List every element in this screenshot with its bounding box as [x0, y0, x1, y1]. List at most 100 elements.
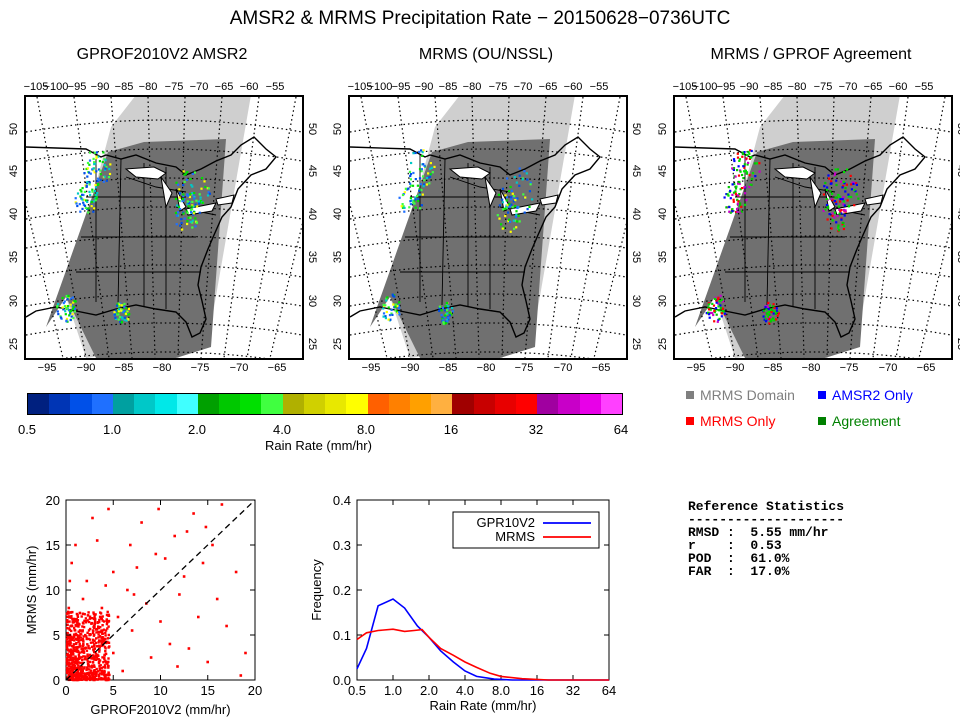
precip-pixel — [736, 156, 740, 159]
lat-tick-label: 50 — [332, 122, 345, 136]
precip-pixel — [191, 208, 194, 211]
scatter-point — [78, 665, 81, 668]
precip-pixel — [744, 192, 747, 195]
precip-pixel — [831, 219, 834, 222]
precip-pixel — [838, 212, 841, 215]
precip-pixel — [747, 150, 750, 153]
legend-item: MRMS Domain — [686, 387, 795, 403]
scatter-point — [100, 606, 104, 610]
precip-pixel — [847, 193, 850, 196]
scatter-point — [97, 674, 101, 678]
precip-pixel — [708, 316, 711, 319]
lon-tick-label: −80 — [462, 81, 482, 93]
scatter-point — [76, 620, 79, 623]
precip-pixel — [833, 216, 836, 219]
scatter-point — [68, 644, 71, 647]
precip-pixel — [183, 173, 186, 176]
precip-pixel — [422, 163, 425, 166]
scatter-point — [82, 650, 85, 653]
scatter-point — [78, 639, 81, 642]
precip-pixel — [829, 190, 832, 193]
scatter-point — [107, 678, 110, 681]
precip-pixel — [87, 207, 90, 210]
precip-pixel — [737, 165, 740, 168]
precip-pixel — [108, 167, 111, 171]
scatter-point — [76, 666, 79, 670]
scatter-point — [93, 624, 96, 628]
precip-pixel — [195, 199, 198, 202]
precip-pixel — [855, 182, 858, 185]
precip-pixel — [105, 179, 108, 182]
precip-pixel — [178, 188, 181, 191]
precip-pixel — [831, 199, 834, 202]
scatter-point — [92, 669, 96, 673]
precip-pixel — [94, 199, 97, 202]
precip-pixel — [836, 196, 839, 199]
scatter-point — [65, 646, 69, 650]
precip-pixel — [711, 311, 714, 315]
precip-pixel — [837, 224, 840, 227]
precip-pixel — [768, 317, 771, 320]
colorbar-swatch — [91, 394, 113, 414]
scatter-point — [68, 672, 71, 675]
precip-pixel — [743, 163, 746, 166]
scatter-point — [78, 678, 81, 681]
scatter-point — [71, 672, 74, 675]
state-border — [117, 158, 122, 306]
scatter-point — [93, 672, 97, 675]
precip-pixel — [62, 308, 65, 311]
precip-pixel — [196, 205, 199, 208]
scatter-point — [76, 634, 79, 637]
precip-pixel — [498, 217, 501, 220]
precip-pixel — [501, 227, 504, 230]
precip-pixel — [390, 312, 393, 315]
precip-pixel — [440, 309, 443, 312]
lon-tick-label: −75 — [164, 81, 184, 93]
scatter-point — [97, 633, 100, 636]
precip-pixel — [723, 312, 727, 315]
precip-pixel — [393, 295, 396, 298]
precip-pixel — [102, 151, 105, 154]
scatter-point — [66, 619, 69, 622]
precip-pixel — [117, 305, 120, 308]
scatter-point — [95, 672, 98, 675]
scatter-point — [75, 649, 78, 652]
scatter-point — [69, 669, 73, 672]
lat-tick-label: 40 — [306, 207, 319, 221]
lat-tick-label: 45 — [8, 164, 21, 178]
scatter-point — [106, 627, 109, 630]
precip-pixel — [382, 315, 385, 318]
precip-pixel — [95, 156, 98, 160]
colorbar-swatch — [579, 394, 601, 414]
scatter-plot: 0 5 10 15 20 0 5 10 15 20 GPROF2010V2 (mm/hr) MRMS … — [24, 493, 262, 717]
scatter-point — [80, 668, 83, 671]
precip-pixel — [826, 186, 829, 189]
precip-pixel — [738, 182, 741, 185]
lon-tick-label: −70 — [513, 81, 533, 93]
precip-pixel — [409, 200, 412, 203]
scatter-point — [81, 625, 84, 628]
stats-r: r : 0.53 — [688, 538, 782, 553]
x-tick-label: 1.0 — [384, 683, 402, 698]
meridian-line — [36, 97, 87, 358]
precip-pixel — [763, 315, 766, 318]
precip-pixel — [712, 304, 716, 307]
colorbar-swatch — [516, 394, 538, 414]
precip-pixel — [822, 193, 825, 196]
precip-pixel — [513, 195, 516, 198]
precip-pixel — [835, 183, 838, 187]
precip-pixel — [81, 193, 84, 196]
scatter-point — [74, 624, 77, 627]
precip-pixel — [193, 211, 196, 214]
scatter-point — [102, 661, 105, 664]
scatter-point — [97, 660, 101, 664]
precip-pixel — [758, 162, 761, 165]
precip-pixel — [201, 201, 204, 204]
precip-pixel — [186, 193, 189, 196]
precip-pixel — [102, 180, 105, 183]
precip-pixel — [707, 303, 711, 306]
precip-pixel — [118, 316, 122, 319]
colorbar-title: Rain Rate (mm/hr) — [265, 438, 372, 453]
scatter-point — [95, 637, 98, 640]
scatter-point — [68, 628, 71, 631]
